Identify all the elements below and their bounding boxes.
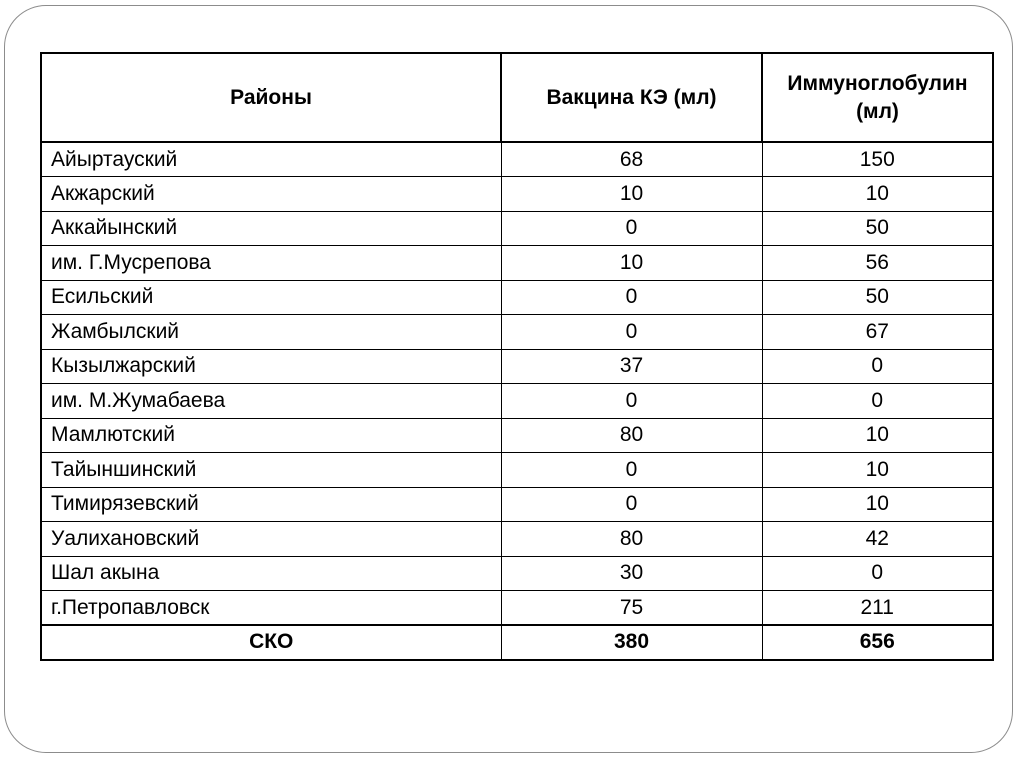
total-row: СКО 380 656 (40, 624, 994, 660)
immunoglobulin-cell: 10 (761, 486, 994, 522)
district-cell: им. М.Жумабаева (40, 383, 502, 419)
total-immunoglobulin-cell: 656 (761, 624, 994, 660)
immunoglobulin-cell: 10 (761, 452, 994, 488)
immunoglobulin-cell: 0 (761, 555, 994, 591)
table-row: им. М.Жумабаева 0 0 (40, 383, 994, 419)
district-cell: Тайыншинский (40, 452, 502, 488)
district-cell: Есильский (40, 279, 502, 315)
total-label-cell: СКО (40, 624, 502, 660)
district-cell: Аккайынский (40, 210, 502, 246)
immunoglobulin-cell: 56 (761, 245, 994, 281)
district-cell: Жамбылский (40, 314, 502, 350)
col-header-immunoglobulin: Иммуноглобулин (мл) (761, 52, 994, 143)
vaccine-cell: 10 (500, 245, 763, 281)
vaccine-cell: 30 (500, 555, 763, 591)
table-row: Уалихановский 80 42 (40, 521, 994, 557)
table-row: Кызылжарский 37 0 (40, 348, 994, 384)
total-vaccine-cell: 380 (500, 624, 763, 660)
col-header-districts: Районы (40, 52, 502, 143)
table-row: Аккайынский 0 50 (40, 210, 994, 246)
vaccine-cell: 80 (500, 417, 763, 453)
immunoglobulin-cell: 10 (761, 176, 994, 212)
district-cell: Тимирязевский (40, 486, 502, 522)
district-cell: им. Г.Мусрепова (40, 245, 502, 281)
immunoglobulin-cell: 50 (761, 279, 994, 315)
district-cell: Акжарский (40, 176, 502, 212)
vaccine-cell: 0 (500, 279, 763, 315)
table-row: Есильский 0 50 (40, 279, 994, 315)
vaccine-cell: 68 (500, 141, 763, 177)
immunoglobulin-cell: 50 (761, 210, 994, 246)
immunoglobulin-cell: 0 (761, 348, 994, 384)
immunoglobulin-cell: 67 (761, 314, 994, 350)
vaccine-cell: 0 (500, 486, 763, 522)
table-row: Жамбылский 0 67 (40, 314, 994, 350)
slide-border-frame (4, 5, 1013, 753)
table-row: Айыртауский 68 150 (40, 141, 994, 177)
vaccine-immunoglobulin-table: Районы Вакцина КЭ (мл) Иммуноглобулин (м… (40, 52, 994, 661)
immunoglobulin-cell: 150 (761, 141, 994, 177)
district-cell: Шал акына (40, 555, 502, 591)
vaccine-cell: 0 (500, 210, 763, 246)
vaccine-cell: 37 (500, 348, 763, 384)
col-header-vaccine: Вакцина КЭ (мл) (500, 52, 763, 143)
immunoglobulin-cell: 0 (761, 383, 994, 419)
district-cell: г.Петропавловск (40, 590, 502, 626)
table-row: Тимирязевский 0 10 (40, 486, 994, 522)
table-row: Акжарский 10 10 (40, 176, 994, 212)
immunoglobulin-cell: 211 (761, 590, 994, 626)
vaccine-cell: 0 (500, 383, 763, 419)
table-row: Шал акына 30 0 (40, 555, 994, 591)
header-row: Районы Вакцина КЭ (мл) Иммуноглобулин (м… (40, 52, 994, 143)
district-cell: Айыртауский (40, 141, 502, 177)
vaccine-cell: 75 (500, 590, 763, 626)
immunoglobulin-cell: 42 (761, 521, 994, 557)
district-cell: Кызылжарский (40, 348, 502, 384)
table-row: Мамлютский 80 10 (40, 417, 994, 453)
table-row: им. Г.Мусрепова 10 56 (40, 245, 994, 281)
vaccine-cell: 10 (500, 176, 763, 212)
vaccine-cell: 80 (500, 521, 763, 557)
district-cell: Мамлютский (40, 417, 502, 453)
immunoglobulin-cell: 10 (761, 417, 994, 453)
vaccine-cell: 0 (500, 452, 763, 488)
district-cell: Уалихановский (40, 521, 502, 557)
table-row: Тайыншинский 0 10 (40, 452, 994, 488)
table-row: г.Петропавловск 75 211 (40, 590, 994, 626)
vaccine-cell: 0 (500, 314, 763, 350)
